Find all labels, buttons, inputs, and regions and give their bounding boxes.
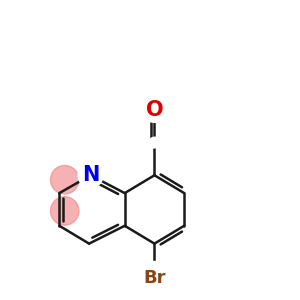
- Circle shape: [138, 262, 171, 294]
- Circle shape: [142, 98, 167, 122]
- Circle shape: [50, 166, 79, 194]
- Circle shape: [50, 197, 79, 225]
- Text: O: O: [146, 100, 163, 120]
- Text: N: N: [82, 165, 99, 185]
- Circle shape: [149, 137, 160, 148]
- Circle shape: [78, 163, 103, 188]
- Text: Br: Br: [143, 269, 166, 287]
